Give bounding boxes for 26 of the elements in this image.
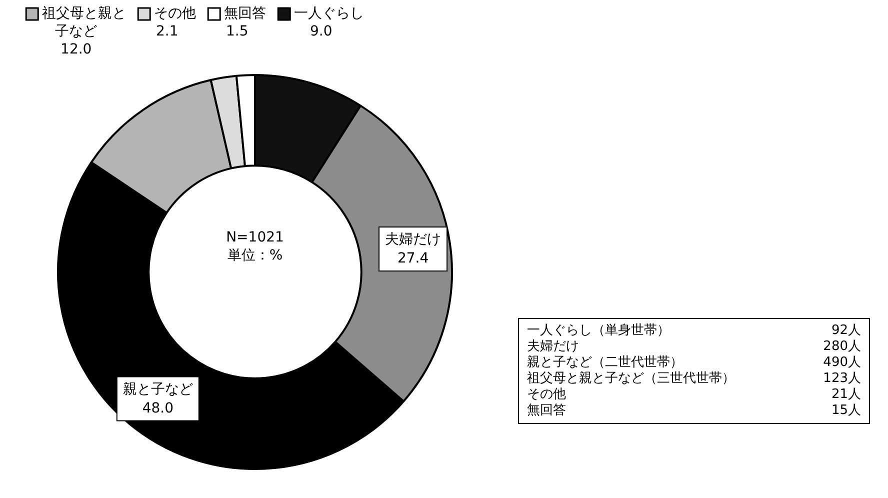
text: その他 (527, 387, 566, 403)
data-label: 48.0 (142, 400, 174, 416)
text: 15人 (831, 403, 861, 419)
legend-label: 一人ぐらし (294, 6, 364, 22)
legend-label: その他 (154, 6, 196, 22)
text: 親と子など（二世代世帯） (527, 355, 683, 371)
legend-label: 無回答 (224, 6, 266, 22)
text: 21人 (831, 387, 861, 403)
text: 280人 (823, 339, 861, 355)
text: 490人 (823, 355, 861, 371)
text: 92人 (831, 323, 861, 339)
text: N=1021 (226, 230, 284, 246)
text: 無回答 (527, 403, 566, 419)
text: 一人ぐらし（単身世帯） (527, 323, 670, 339)
data-label: 2.1 (156, 24, 178, 40)
text: 123人 (823, 371, 861, 387)
slice-label: 夫婦だけ (385, 232, 442, 248)
text: 祖父母と親と子など（三世代世帯） (527, 371, 735, 387)
data-label: 1.5 (226, 24, 248, 40)
slice-label: 親と子など (122, 381, 193, 398)
data-label: 12.0 (60, 42, 92, 58)
data-label: 27.4 (397, 250, 429, 267)
text: 夫婦だけ (527, 339, 579, 355)
text: 単位：% (227, 248, 283, 264)
data-label: 9.0 (310, 24, 332, 40)
legend-label: 祖父母と親と子など (42, 6, 126, 40)
